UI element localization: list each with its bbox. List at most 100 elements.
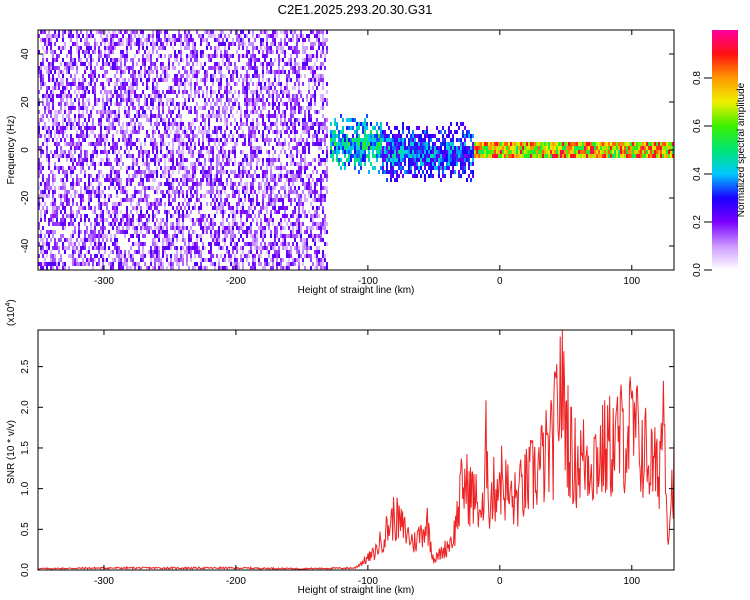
spectrogram-cell [248, 210, 250, 214]
spectrogram-cell [148, 94, 150, 98]
spectrogram-cell [196, 198, 198, 202]
spectrogram-cell [334, 130, 336, 134]
spectrogram-cell [142, 114, 144, 118]
spectrogram-cell [288, 118, 290, 122]
spectrogram-cell [288, 90, 290, 94]
spectrogram-cell [170, 262, 172, 266]
spectrogram-cell [298, 142, 300, 146]
spectrogram-cell [266, 170, 268, 174]
spectrogram-cell [314, 34, 316, 38]
spectrogram-cell [282, 94, 284, 98]
spectrogram-cell [210, 178, 212, 182]
spectrogram-cell [64, 250, 66, 254]
spectrogram-cell [300, 174, 302, 178]
spectrogram-cell [196, 166, 198, 170]
spectrogram-cell [318, 222, 320, 226]
spectrogram-cell [160, 74, 162, 78]
spectrogram-cell [254, 106, 256, 110]
spectrogram-cell [184, 226, 186, 230]
spectrogram-cell [172, 170, 174, 174]
spectrogram-cell [54, 230, 56, 234]
spectrogram-cell [270, 190, 272, 194]
spectrogram-cell [358, 154, 360, 158]
spectrogram-cell [256, 154, 258, 158]
spectrogram-cell [136, 234, 138, 238]
spectrogram-cell [98, 238, 100, 242]
spectrogram-cell [142, 250, 144, 254]
spectrogram-cell [98, 214, 100, 218]
spectrogram-cell [234, 174, 236, 178]
spectrogram-cell [270, 214, 272, 218]
spectrogram-cell [188, 34, 190, 38]
spectrogram-cell [130, 246, 132, 250]
spectrogram-cell [94, 190, 96, 194]
spectrogram-cell [214, 214, 216, 218]
spectrogram-cell [188, 30, 190, 34]
spectrogram-cell [102, 238, 104, 242]
spectrogram-cell [218, 226, 220, 230]
spectrogram-cell [82, 78, 84, 82]
spectrogram-cell [156, 38, 158, 42]
spectrogram-cell [78, 206, 80, 210]
spectrogram-cell [96, 262, 98, 266]
spectrogram-cell [302, 58, 304, 62]
spectrogram-cell [254, 130, 256, 134]
spectrogram-cell [112, 46, 114, 50]
spectrogram-cell [112, 218, 114, 222]
spectrogram-cell [256, 234, 258, 238]
spectrogram-cell [176, 138, 178, 142]
spectrogram-cell [132, 154, 134, 158]
spectrogram-cell [156, 118, 158, 122]
spectrogram-cell [148, 154, 150, 158]
spectrogram-cell [348, 126, 350, 130]
spectrogram-cell [302, 34, 304, 38]
spectrogram-cell [146, 114, 148, 118]
spectrogram-cell [144, 98, 146, 102]
spectrogram-cell [92, 238, 94, 242]
spectrogram-cell [306, 58, 308, 62]
spectrogram-cell [168, 182, 170, 186]
spectrogram-cell [106, 210, 108, 214]
spectrogram-cell [70, 66, 72, 70]
spectrogram-cell [258, 186, 260, 190]
spectrogram-cell [276, 242, 278, 246]
spectrogram-cell [292, 258, 294, 262]
spectrogram-cell [298, 90, 300, 94]
spectrogram-cell [262, 74, 264, 78]
spectrogram-cell [232, 54, 234, 58]
spectrogram-cell [294, 190, 296, 194]
spectrogram-cell [288, 198, 290, 202]
spectrogram-cell [208, 118, 210, 122]
spectrogram-cell [92, 210, 94, 214]
spectrogram-cell [66, 178, 68, 182]
spectrogram-cell [332, 130, 334, 134]
spectrogram-cell [246, 90, 248, 94]
spectrogram-cell [224, 62, 226, 66]
spectrogram-cell [202, 126, 204, 130]
spectrogram-cell [278, 110, 280, 114]
spectrogram-cell [78, 118, 80, 122]
spectrogram-cell [280, 58, 282, 62]
spectrogram-cell [168, 74, 170, 78]
spectrogram-cell [202, 170, 204, 174]
spectrogram-cell [202, 78, 204, 82]
spectrogram-cell [166, 226, 168, 230]
spectrogram-cell [256, 218, 258, 222]
spectrogram-cell [42, 74, 44, 78]
spectrogram-cell [264, 30, 266, 34]
spectrogram-cell [52, 50, 54, 54]
spectrogram-cell [178, 218, 180, 222]
spectrogram-cell [354, 154, 356, 158]
spectrogram-cell [224, 46, 226, 50]
spectrogram-cell [72, 202, 74, 206]
spectrogram-cell [228, 70, 230, 74]
spectrogram-cell [296, 70, 298, 74]
spectrogram-cell [76, 34, 78, 38]
spectrogram-cell [280, 262, 282, 266]
spectrogram-cell [284, 142, 286, 146]
spectrogram-cell [162, 174, 164, 178]
spectrogram-cell [50, 90, 52, 94]
spectrogram-cell [92, 178, 94, 182]
spectrogram-cell [174, 258, 176, 262]
spectrogram-cell [150, 114, 152, 118]
